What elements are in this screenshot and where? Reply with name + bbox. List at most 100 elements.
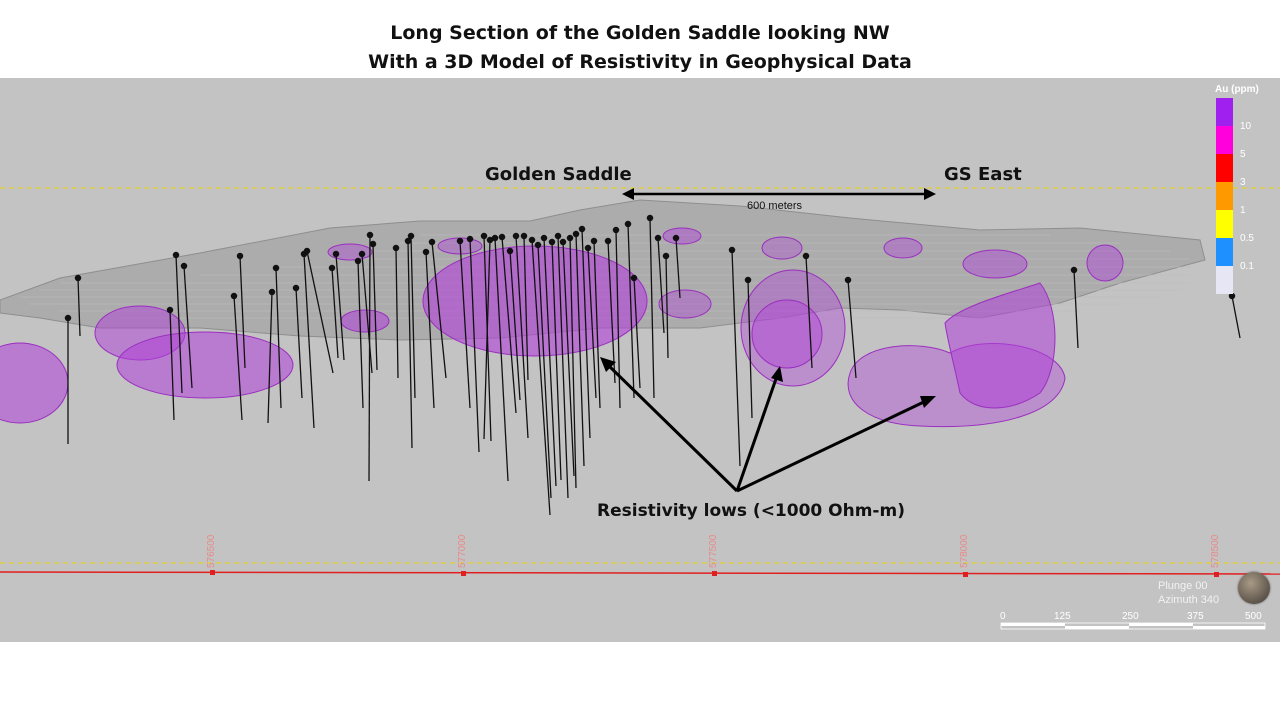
legend-swatch bbox=[1216, 154, 1233, 182]
legend-swatch bbox=[1216, 182, 1233, 210]
legend-entry bbox=[1212, 98, 1278, 126]
drillhole-trace bbox=[77, 277, 81, 337]
drillhole-trace bbox=[523, 235, 529, 381]
resistivity-body bbox=[340, 309, 390, 333]
drillhole-trace bbox=[233, 295, 243, 421]
drillhole-trace bbox=[607, 240, 616, 384]
orientation-globe-icon[interactable] bbox=[1238, 572, 1270, 604]
drillhole-trace bbox=[515, 235, 529, 439]
drillhole-collar bbox=[268, 288, 276, 296]
drillhole-collar bbox=[512, 232, 520, 240]
drillhole-trace bbox=[557, 235, 569, 499]
drillhole-trace bbox=[239, 255, 246, 369]
drillhole-collar bbox=[590, 237, 598, 245]
drillhole-collar bbox=[728, 246, 736, 254]
drillhole-trace bbox=[357, 260, 364, 409]
gs-east-label: GS East bbox=[944, 164, 1022, 185]
legend-entry: 0.5 bbox=[1212, 233, 1278, 266]
legend-swatch bbox=[1216, 210, 1233, 238]
drillhole-collar bbox=[624, 220, 632, 228]
resistivity-body bbox=[740, 269, 846, 387]
drillhole-collar bbox=[366, 231, 374, 239]
drillhole-collar bbox=[166, 306, 174, 314]
legend-title: Au (ppm) bbox=[1215, 84, 1259, 95]
drillhole-trace bbox=[551, 241, 562, 481]
drillhole-collar bbox=[646, 214, 654, 222]
drillhole-trace bbox=[675, 237, 681, 299]
drillhole-trace bbox=[368, 234, 371, 482]
resistivity-arrows bbox=[600, 357, 936, 493]
drillhole-trace bbox=[747, 279, 753, 419]
drillhole-trace bbox=[183, 265, 193, 389]
drillhole-trace bbox=[494, 237, 509, 482]
drillhole-trace bbox=[175, 254, 183, 394]
legend-entry: 0.1 bbox=[1212, 261, 1278, 294]
drillhole-collar bbox=[578, 225, 586, 233]
drillhole-trace bbox=[372, 243, 378, 371]
drillhole-trace bbox=[633, 277, 641, 389]
drillhole-trace bbox=[569, 237, 577, 489]
drillhole-trace bbox=[306, 250, 334, 374]
drillhole-trace bbox=[335, 253, 345, 361]
3d-viewport[interactable]: Golden Saddle GS East 600 meters Resisti… bbox=[0, 78, 1280, 642]
drillhole-trace bbox=[469, 238, 480, 453]
scale-label: 0 bbox=[1000, 611, 1006, 622]
section-scene bbox=[0, 187, 1280, 577]
drillhole-collar bbox=[491, 234, 499, 242]
drillhole-trace bbox=[361, 253, 373, 374]
drillhole-collar bbox=[630, 274, 638, 282]
drillhole-collar bbox=[520, 232, 528, 240]
au-legend: Au (ppm) 10 5 3 1 0.5 0.1 bbox=[1212, 84, 1278, 294]
resistivity-body bbox=[944, 282, 1056, 409]
easting-marker bbox=[963, 572, 968, 577]
drillhole-collar bbox=[498, 233, 506, 241]
drillhole-collar bbox=[654, 234, 662, 242]
drillhole-trace bbox=[665, 255, 669, 359]
drillhole-collar bbox=[844, 276, 852, 284]
drillhole-collar bbox=[404, 237, 412, 245]
drillhole-collar bbox=[1228, 292, 1236, 300]
resistivity-label: Resistivity lows (<1000 Ohm-m) bbox=[597, 501, 905, 521]
distance-arrow bbox=[622, 188, 936, 200]
resistivity-body bbox=[0, 342, 69, 424]
drillhole-collar bbox=[662, 252, 670, 260]
drillhole-trace bbox=[593, 240, 601, 409]
drillhole-collar bbox=[584, 244, 592, 252]
easting-marker bbox=[1214, 572, 1219, 577]
legend-swatch bbox=[1216, 98, 1233, 126]
section-line bbox=[0, 570, 1280, 577]
drillhole-collar bbox=[548, 238, 556, 246]
drillhole-trace bbox=[615, 229, 621, 409]
drillhole-collar bbox=[392, 244, 400, 252]
easting-label-1: 576500 bbox=[206, 534, 217, 568]
drillhole-collar bbox=[672, 234, 680, 242]
drillhole-collar bbox=[358, 250, 366, 258]
easting-marker bbox=[712, 571, 717, 576]
drillhole-trace bbox=[295, 287, 303, 399]
legend-swatch bbox=[1216, 238, 1233, 266]
drillhole-trace bbox=[627, 223, 635, 399]
drillhole-collar bbox=[303, 247, 311, 255]
easting-label-3: 577500 bbox=[708, 534, 719, 568]
drillhole-trace bbox=[483, 239, 491, 440]
drillhole-trace bbox=[410, 235, 416, 399]
legend-swatch bbox=[1216, 266, 1233, 294]
scale-bar-graphic bbox=[1000, 622, 1266, 630]
drillhole-collar bbox=[180, 262, 188, 270]
resistivity-body bbox=[658, 289, 712, 319]
scale-label: 250 bbox=[1122, 611, 1139, 622]
drillhole-collar bbox=[572, 230, 580, 238]
drillhole-trace bbox=[649, 217, 655, 399]
legend-entry: 1 bbox=[1212, 205, 1278, 238]
distance-label: 600 meters bbox=[747, 200, 803, 212]
drillhole-collar bbox=[566, 234, 574, 242]
resistivity-body bbox=[662, 227, 702, 245]
drillhole-collar bbox=[554, 232, 562, 240]
easting-marker bbox=[461, 571, 466, 576]
drillhole-collar bbox=[456, 237, 464, 245]
easting-label-2: 577000 bbox=[457, 534, 468, 568]
easting-marker bbox=[210, 570, 215, 575]
drillholes bbox=[64, 214, 1241, 516]
drillhole-collar bbox=[534, 241, 542, 249]
title-line-2: With a 3D Model of Resistivity in Geophy… bbox=[368, 51, 912, 73]
